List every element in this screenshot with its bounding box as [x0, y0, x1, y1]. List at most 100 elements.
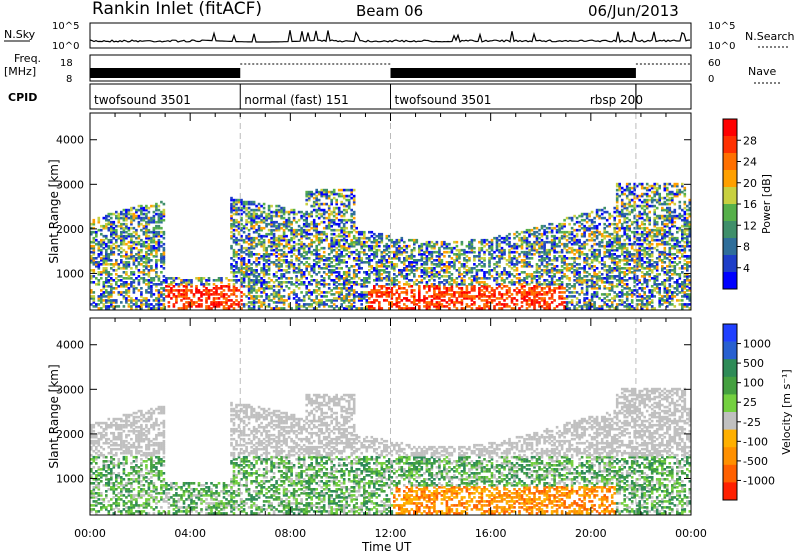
echo-cell	[230, 198, 233, 202]
echo-cell	[588, 234, 591, 238]
echo-cell	[135, 257, 138, 260]
echo-cell	[623, 255, 626, 258]
echo-cell	[470, 267, 474, 270]
echo-cell	[177, 307, 181, 310]
echo-cell	[250, 303, 253, 306]
echo-cell	[105, 291, 108, 294]
echo-cell	[598, 271, 601, 274]
echo-cell	[247, 265, 251, 268]
echo-cell	[315, 196, 318, 200]
echo-cell	[600, 267, 604, 270]
echo-cell	[600, 273, 604, 276]
echo-cell	[127, 283, 131, 286]
echo-cell	[235, 202, 238, 206]
echo-cell	[285, 281, 288, 284]
echo-cell	[192, 301, 196, 304]
echo-cell	[383, 248, 386, 252]
echo-cell	[107, 291, 111, 294]
echo-cell	[613, 238, 616, 242]
echo-cell	[147, 291, 151, 294]
echo-cell	[197, 297, 201, 300]
echo-cell	[95, 277, 98, 280]
echo-cell	[548, 263, 551, 266]
echo-cell	[197, 279, 201, 282]
echo-cell	[453, 261, 456, 264]
echo-cell	[100, 248, 103, 252]
echo-cell	[455, 257, 459, 260]
echo-cell	[460, 299, 464, 302]
echo-cell	[368, 236, 371, 240]
echo-cell	[458, 267, 461, 270]
echo-cell	[357, 253, 361, 256]
echo-cell	[232, 248, 236, 252]
echo-cell	[425, 281, 429, 284]
echo-cell	[300, 255, 303, 258]
echo-cell	[548, 230, 551, 234]
echo-cell	[147, 299, 151, 302]
echo-cell	[383, 259, 386, 262]
echo-cell	[332, 259, 336, 262]
echo-cell	[272, 253, 276, 256]
echo-cell	[150, 269, 153, 272]
echo-cell	[92, 291, 96, 294]
echo-cell	[252, 214, 256, 218]
echo-cell	[142, 257, 146, 260]
echo-cell	[413, 248, 416, 252]
echo-cell	[327, 246, 331, 250]
echo-cell	[305, 303, 308, 306]
echo-cell	[433, 244, 436, 248]
echo-cell	[513, 283, 516, 286]
echo-cell	[398, 250, 401, 254]
echo-cell	[478, 259, 481, 262]
echo-cell	[425, 240, 429, 244]
echo-cell	[112, 230, 116, 234]
echo-cell	[297, 267, 301, 270]
echo-cell	[250, 242, 253, 246]
echo-cell	[575, 273, 579, 276]
echo-cell	[117, 212, 121, 216]
echo-cell	[553, 226, 556, 230]
echo-cell	[523, 291, 526, 294]
echo-cell	[473, 303, 476, 306]
echo-cell	[112, 269, 116, 272]
echo-cell	[300, 228, 303, 232]
echo-cell	[195, 287, 198, 290]
echo-cell	[327, 283, 331, 286]
echo-cell	[317, 259, 321, 262]
echo-cell	[413, 301, 416, 304]
echo-cell	[130, 305, 133, 308]
echo-cell	[590, 305, 594, 308]
echo-cell	[608, 238, 611, 242]
echo-cell	[535, 295, 539, 298]
echo-cell	[145, 204, 148, 208]
echo-cell	[443, 283, 446, 286]
echo-cell	[232, 240, 236, 244]
echo-cell	[368, 255, 371, 258]
echo-cell	[265, 285, 268, 288]
echo-cell	[282, 299, 286, 302]
echo-cell	[145, 220, 148, 224]
echo-cell	[312, 226, 316, 230]
echo-cell	[508, 281, 511, 284]
echo-cell	[528, 257, 531, 260]
echo-cell	[342, 218, 346, 222]
echo-cell	[385, 244, 389, 248]
echo-cell	[305, 190, 308, 194]
echo-cell	[438, 265, 441, 268]
echo-cell	[383, 285, 386, 288]
echo-cell	[465, 289, 469, 292]
echo-cell	[595, 228, 599, 232]
echo-cell	[605, 281, 609, 284]
echo-cell	[117, 263, 121, 266]
echo-cell	[122, 271, 126, 274]
echo-cell	[560, 250, 564, 254]
echo-cell	[240, 222, 243, 226]
echo-cell	[563, 234, 566, 238]
echo-cell	[295, 305, 298, 308]
echo-cell	[317, 192, 321, 196]
echo-cell	[623, 242, 626, 246]
echo-cell	[380, 279, 384, 282]
echo-cell	[498, 291, 501, 294]
echo-cell	[150, 267, 153, 270]
echo-cell	[257, 242, 261, 246]
